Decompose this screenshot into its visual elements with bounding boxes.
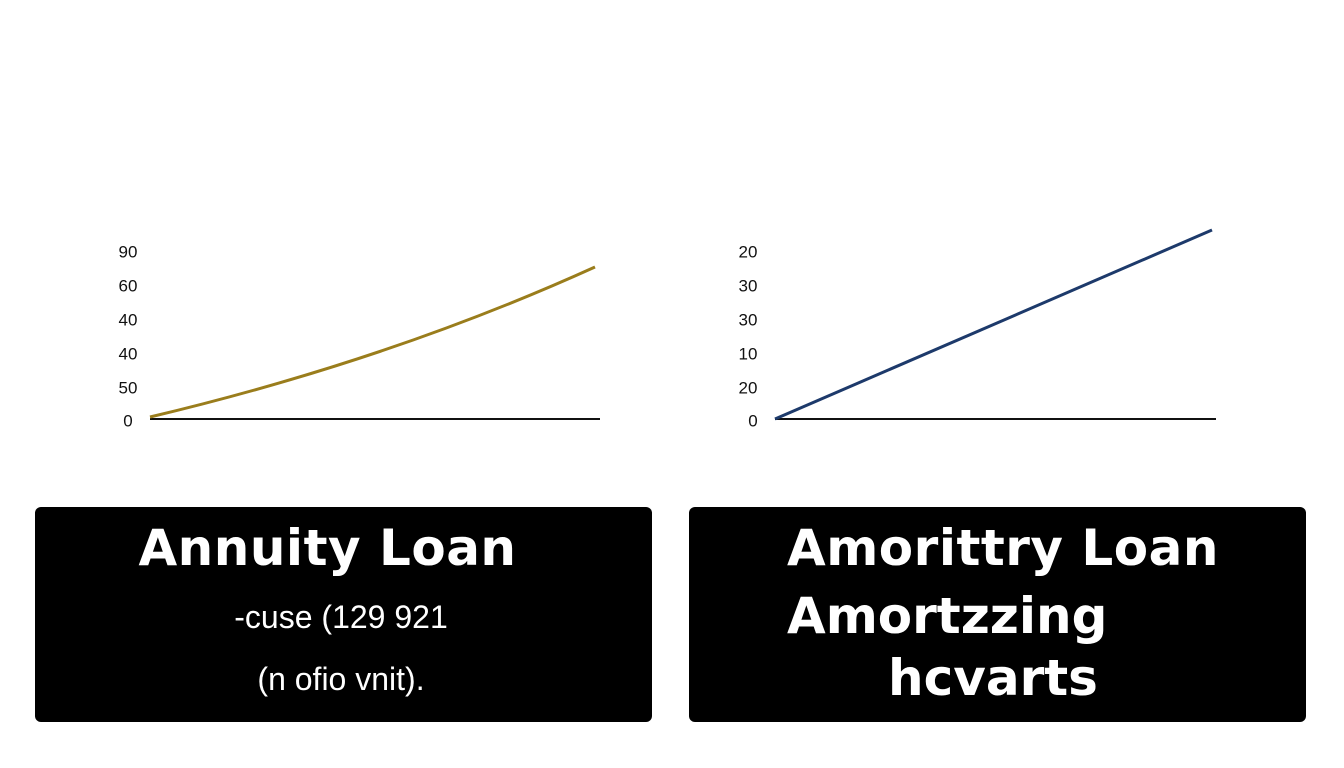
panel-text: -cuse (129 921 xyxy=(234,599,448,635)
panel-text: hcvarts xyxy=(888,649,1098,707)
y-label: 0 xyxy=(123,411,132,430)
y-label: 90 xyxy=(119,242,138,261)
y-label: 0 xyxy=(748,411,757,430)
right-panel: Amorittry Loan Amortzzing hcvarts xyxy=(689,507,1306,722)
panel-text: Amortzzing xyxy=(787,587,1108,645)
y-label: 30 xyxy=(739,310,758,329)
trend-line xyxy=(774,228,1213,421)
left-panel: Annuity Loan -cuse (129 921 (n ofio vnit… xyxy=(35,507,652,722)
y-label: 30 xyxy=(739,276,758,295)
left-chart: 90 60 40 40 50 0 xyxy=(119,242,600,430)
panel-title: Amorittry Loan xyxy=(787,519,1219,577)
y-label: 50 xyxy=(119,378,138,397)
panel-text: (n ofio vnit). xyxy=(257,661,425,697)
y-label: 20 xyxy=(739,378,758,397)
y-label: 60 xyxy=(119,276,138,295)
right-chart: 20 30 30 10 20 0 xyxy=(739,228,1216,430)
panel-title: Annuity Loan xyxy=(138,519,517,577)
y-label: 40 xyxy=(119,344,138,363)
y-label: 20 xyxy=(739,242,758,261)
charts: 90 60 40 40 50 0 20 30 30 10 20 0 xyxy=(119,228,1216,430)
curve xyxy=(149,265,596,419)
y-label: 10 xyxy=(739,344,758,363)
y-label: 40 xyxy=(119,310,138,329)
